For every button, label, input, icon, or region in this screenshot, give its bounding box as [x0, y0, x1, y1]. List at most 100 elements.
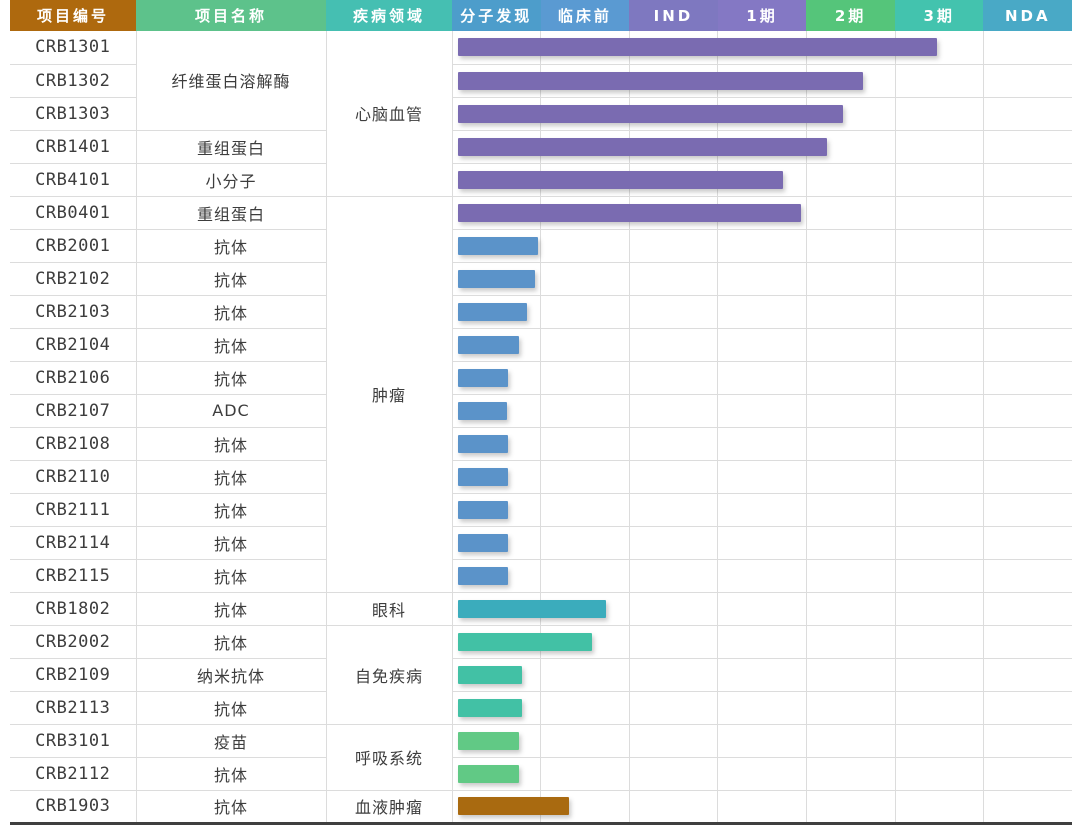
table-row: CRB2104 抗体: [10, 327, 1073, 362]
header-stage-5: 3期: [894, 0, 984, 31]
header-row: 项目编号 项目名称 疾病领域 分子发现 临床前 IND 1期 2期 3期 NDA: [10, 0, 1073, 31]
stage-gridlines: [453, 691, 1073, 724]
table-row: CRB2109 纳米抗体: [10, 657, 1073, 692]
table-row: CRB2113 抗体: [10, 690, 1073, 725]
project-id: CRB1303: [10, 96, 137, 131]
progress-bar: [457, 302, 527, 321]
stage-gridlines: [453, 460, 1073, 493]
table-row: CRB2112 抗体: [10, 756, 1072, 791]
table-row: CRB2114 抗体: [10, 525, 1073, 560]
disease-area: 呼吸系统: [325, 723, 453, 791]
stage-track: [451, 294, 1073, 329]
progress-bar: [457, 467, 509, 486]
project-name: 纤维蛋白溶解酶: [135, 31, 327, 131]
stage-track: [451, 723, 1072, 758]
stage-track: [451, 789, 1072, 823]
stage-gridlines: [453, 295, 1073, 328]
progress-bar: [457, 335, 519, 354]
stage-gridlines: [453, 229, 1073, 262]
project-id: CRB4101: [10, 162, 137, 197]
stage-track: [451, 360, 1072, 395]
project-name: 抗体: [135, 294, 327, 329]
table-row: CRB2106 抗体: [10, 360, 1072, 395]
stage-track: [451, 63, 1072, 98]
project-name: 抗体: [135, 624, 327, 659]
disease-area: 自免疾病: [325, 624, 453, 725]
project-id: CRB2108: [10, 426, 137, 461]
header-cell-0: 项目编号: [10, 0, 136, 31]
progress-bar: [457, 566, 509, 585]
progress-bar: [457, 764, 519, 783]
project-name: ADC: [135, 393, 327, 428]
table-row: CRB2103 抗体: [10, 294, 1073, 329]
stage-track: [451, 492, 1072, 527]
project-id: CRB2001: [10, 228, 137, 263]
project-id: CRB1802: [10, 591, 137, 626]
progress-bar: [457, 368, 509, 387]
header-stage-group: 分子发现 临床前 IND 1期 2期 3期 NDA: [452, 0, 1073, 31]
stage-track: [451, 129, 1072, 164]
disease-area: 血液肿瘤: [325, 789, 453, 823]
header-stage-1: 临床前: [540, 0, 630, 31]
progress-bar: [457, 698, 523, 717]
project-name: 抗体: [135, 756, 327, 791]
project-name: 抗体: [135, 558, 327, 593]
project-id: CRB2109: [10, 657, 137, 692]
table-row: CRB2107 ADC: [10, 393, 1073, 428]
table-row: CRB1301 纤维蛋白溶解酶 心脑血管: [10, 31, 1072, 197]
stage-gridlines: [453, 526, 1073, 559]
header-stage-6: NDA: [983, 0, 1073, 31]
stage-gridlines: [453, 328, 1073, 361]
header-stage-4: 2期: [806, 0, 895, 31]
pipeline-header: 项目编号 项目名称 疾病领域 分子发现 临床前 IND 1期 2期 3期 NDA: [10, 0, 1073, 31]
project-name: 重组蛋白: [135, 129, 327, 164]
project-name: 抗体: [135, 690, 327, 725]
stage-track: [451, 525, 1073, 560]
progress-bar: [457, 797, 570, 815]
header-stage-2: IND: [629, 0, 718, 31]
project-id: CRB1301: [10, 31, 137, 65]
stage-gridlines: [453, 427, 1073, 460]
stage-track: [451, 195, 1072, 230]
progress-bar: [457, 269, 535, 288]
project-name: 抗体: [135, 426, 327, 461]
stage-track: [451, 591, 1072, 626]
project-name: 抗体: [135, 525, 327, 560]
project-id: CRB1401: [10, 129, 137, 164]
stage-gridlines: [453, 658, 1073, 691]
project-name: 抗体: [135, 492, 327, 527]
progress-bar: [457, 137, 827, 156]
header-cell-2: 疾病领域: [326, 0, 452, 31]
project-name: 抗体: [135, 360, 327, 395]
stage-gridlines: [453, 394, 1073, 427]
progress-bar: [457, 500, 509, 519]
pipeline-table: 项目编号 项目名称 疾病领域 分子发现 临床前 IND 1期 2期 3期 NDA CRB1301 纤…: [10, 0, 1073, 825]
stage-track: [451, 459, 1073, 494]
project-id: CRB2113: [10, 690, 137, 725]
stage-track: [451, 162, 1072, 197]
table-row: CRB2115 抗体: [10, 558, 1072, 593]
project-id: CRB2114: [10, 525, 137, 560]
stage-track: [451, 624, 1072, 659]
project-name: 纳米抗体: [135, 657, 327, 692]
project-id: CRB3101: [10, 723, 137, 758]
progress-bar: [457, 236, 539, 255]
table-row: CRB3101 疫苗 呼吸系统: [10, 723, 1072, 791]
project-id: CRB2107: [10, 393, 137, 428]
table-row: CRB1401 重组蛋白: [10, 129, 1072, 164]
project-name: 疫苗: [135, 723, 327, 758]
stage-track: [451, 558, 1072, 593]
header-stage-3: 1期: [717, 0, 807, 31]
progress-bar: [457, 533, 509, 552]
header-stage-0: 分子发现: [452, 0, 541, 31]
table-row: CRB1903 抗体 血液肿瘤: [10, 789, 1072, 823]
stage-track: [451, 657, 1073, 692]
progress-bar: [457, 71, 864, 90]
project-id: CRB2103: [10, 294, 137, 329]
stage-track: [451, 327, 1073, 362]
table-row: CRB1302: [10, 63, 1072, 98]
disease-area: 肿瘤: [325, 195, 453, 593]
table-row: CRB2110 抗体: [10, 459, 1073, 494]
table-row: CRB2002 抗体 自免疾病: [10, 624, 1072, 725]
